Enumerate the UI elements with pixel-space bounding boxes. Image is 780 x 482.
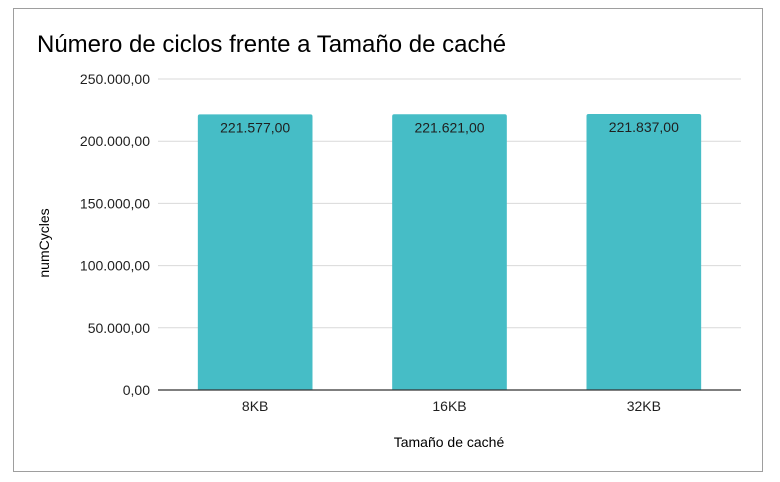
data-labels: 221.577,00 221.621,00 221.837,00 [220, 119, 679, 135]
bar-32kb [586, 114, 702, 390]
x-tick-label: 16KB [432, 398, 466, 414]
data-label: 221.577,00 [220, 119, 290, 135]
x-axis-ticks: 8KB 16KB 32KB [242, 398, 661, 414]
data-label: 221.837,00 [609, 119, 679, 135]
y-axis-ticks: 0,00 50.000,00 100.000,00 150.000,00 200.000… [80, 71, 150, 398]
y-tick-label: 150.000,00 [80, 195, 150, 211]
chart-title: Número de ciclos frente a Tamaño de cach… [37, 31, 506, 58]
y-axis-title: numCycles [36, 208, 52, 277]
y-tick-label: 100.000,00 [80, 258, 150, 274]
x-tick-label: 8KB [242, 398, 268, 414]
y-tick-label: 250.000,00 [80, 71, 150, 87]
x-axis-title: Tamaño de caché [394, 434, 505, 450]
y-tick-label: 200.000,00 [80, 133, 150, 149]
data-label: 221.621,00 [414, 119, 484, 135]
y-tick-label: 0,00 [123, 382, 150, 398]
bars [197, 114, 702, 391]
bar-16kb [392, 114, 507, 391]
x-tick-label: 32KB [627, 398, 661, 414]
y-tick-label: 50.000,00 [88, 320, 150, 336]
bar-8kb [197, 114, 313, 390]
